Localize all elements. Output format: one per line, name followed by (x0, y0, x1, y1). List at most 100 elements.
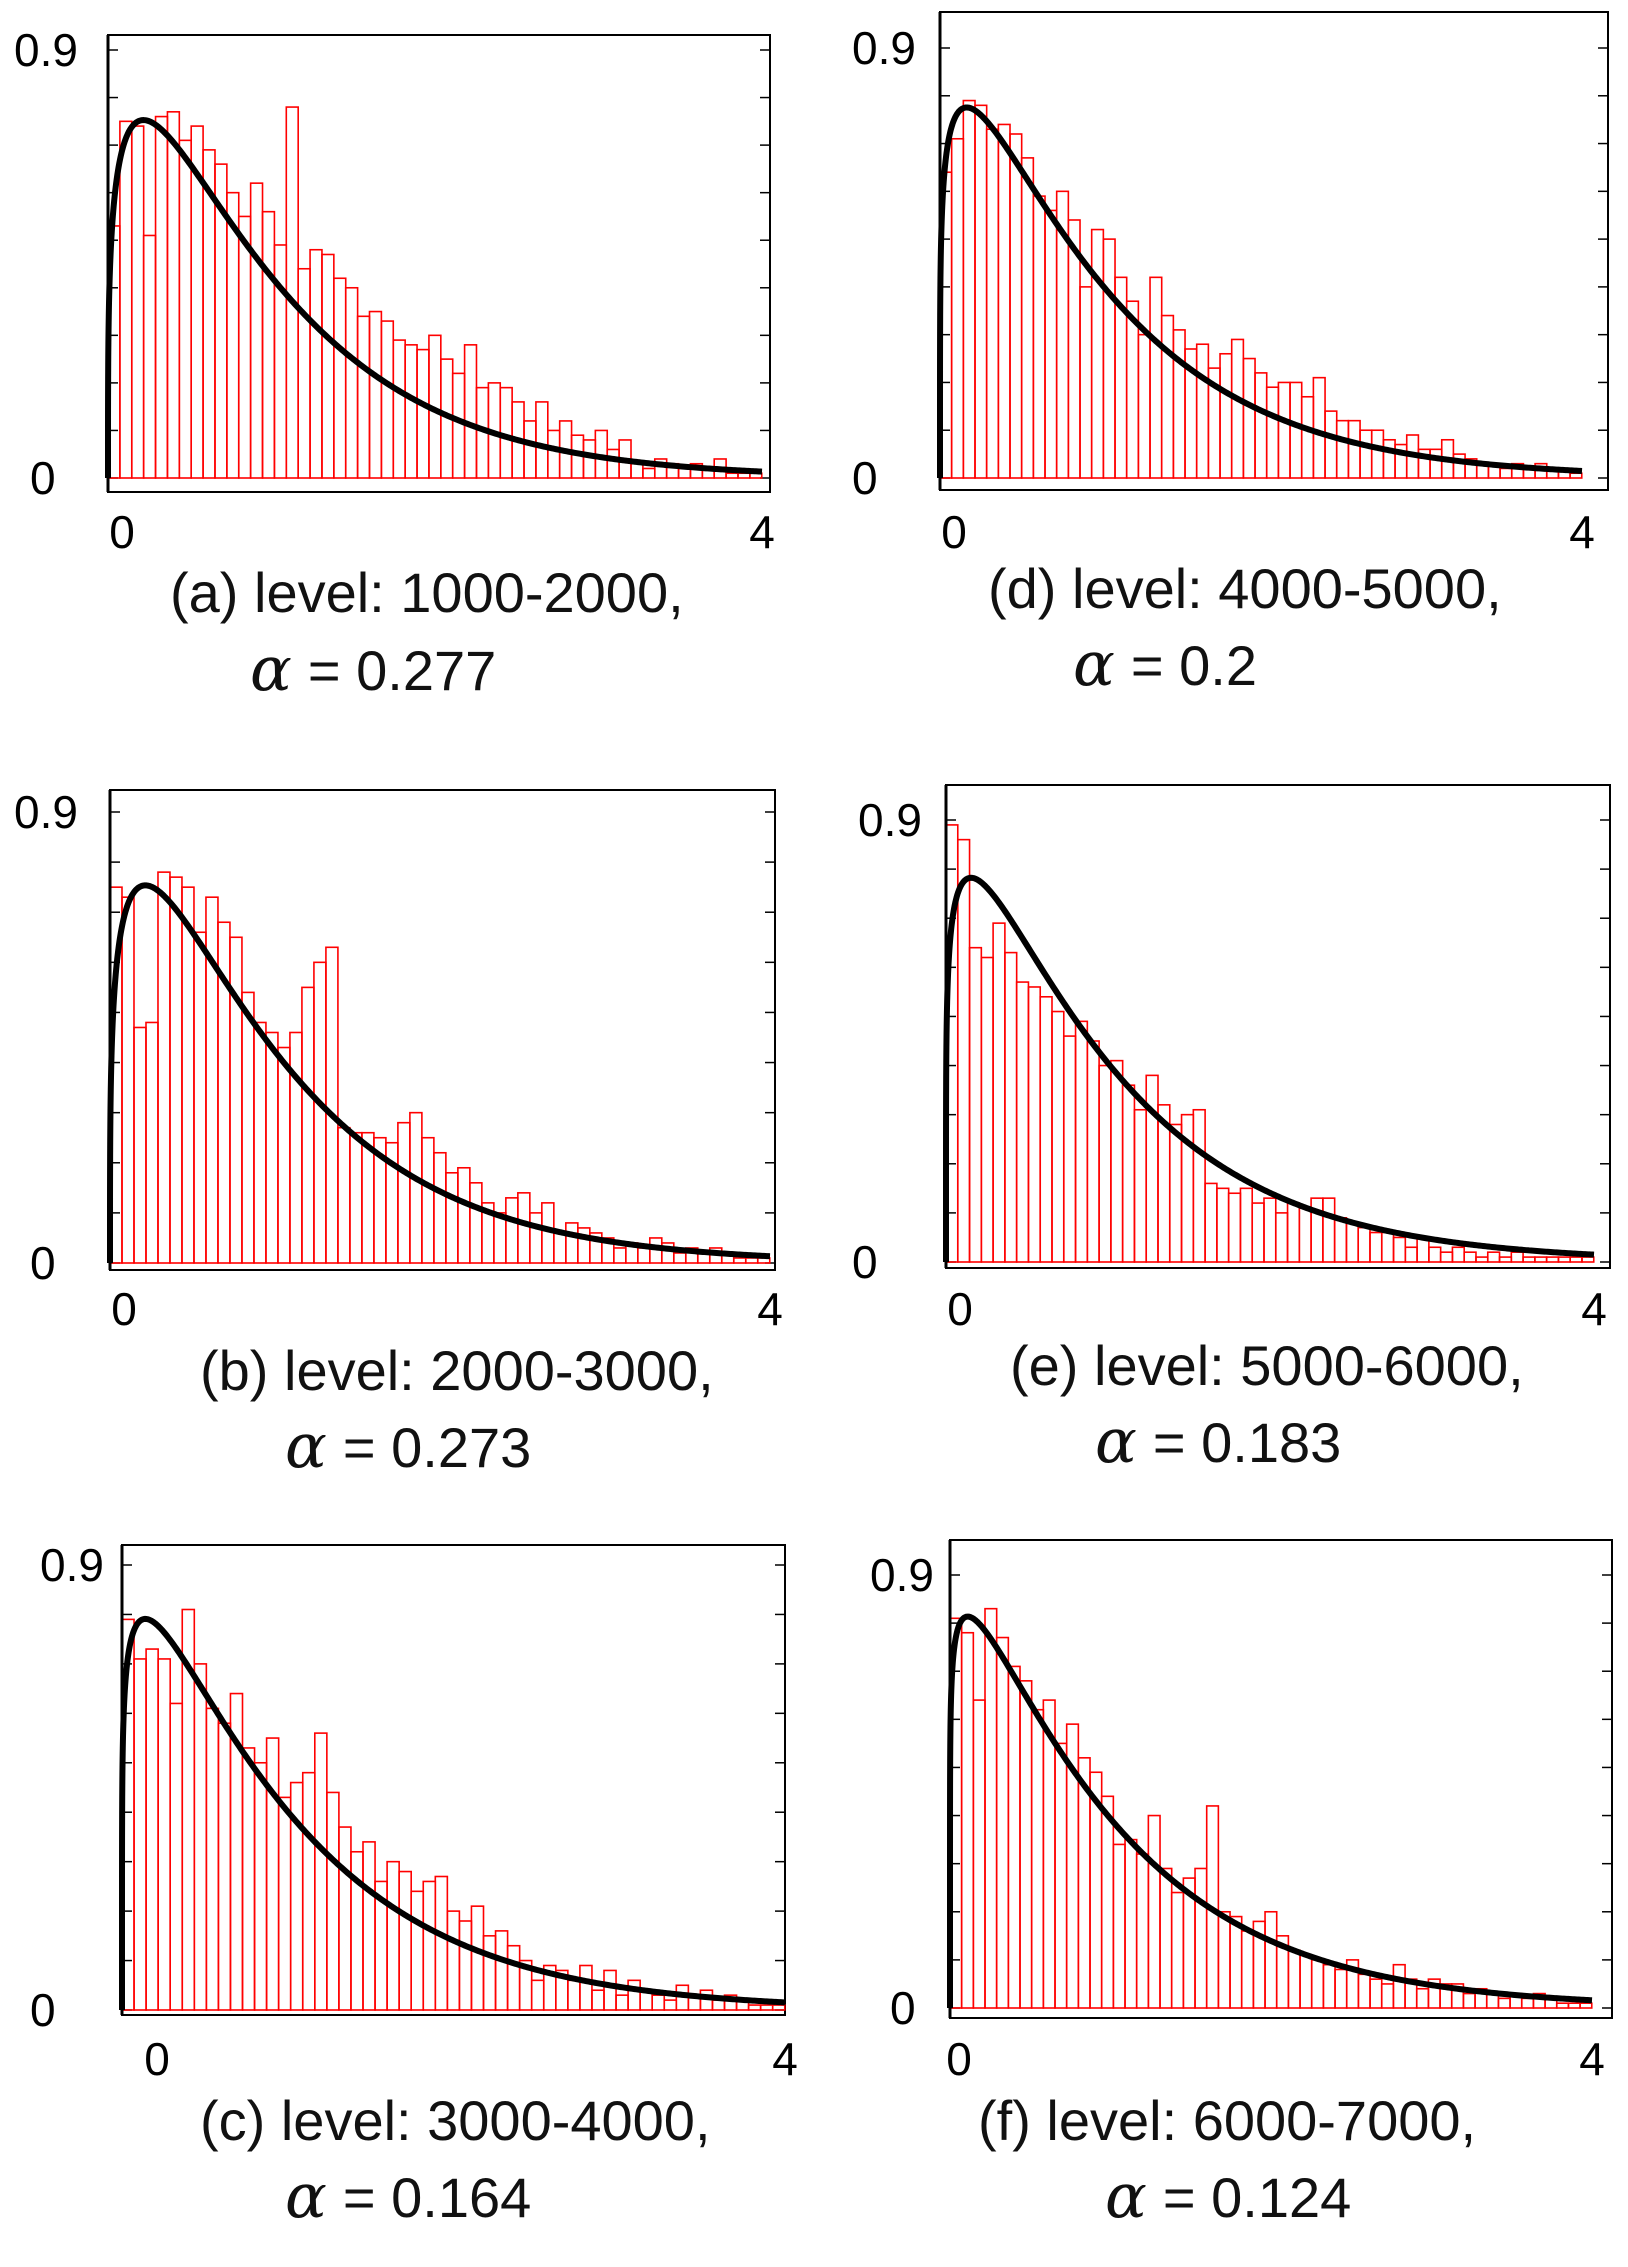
histogram-bar (154, 115, 169, 479)
histogram-bar (321, 253, 335, 479)
histogram-bar (130, 125, 145, 479)
histogram-bar (145, 1648, 159, 2011)
histogram-bar (630, 462, 644, 479)
histogram-bar (1429, 448, 1443, 479)
histogram-bar (1369, 1231, 1383, 1263)
histogram-bar (1007, 1665, 1021, 2009)
histogram-bar (1147, 1814, 1161, 2009)
histogram-bar (1439, 1251, 1454, 1263)
alpha-line: α = 0.183 (1095, 1404, 1341, 1477)
x-tick-label-end: 4 (757, 1283, 783, 1335)
x-tick-label-end: 4 (1581, 1283, 1607, 1335)
histogram-bar (642, 467, 656, 479)
histogram-bar (1090, 228, 1105, 479)
histogram-bar (1240, 1930, 1255, 2009)
histogram-bar (725, 472, 739, 479)
histogram-bar (482, 1935, 497, 2011)
histogram-bar (651, 1994, 666, 2011)
histogram-bar (1009, 133, 1023, 479)
bars (107, 106, 763, 479)
x-tick-label-zero: 0 (946, 2033, 972, 2085)
histogram-bar (289, 1031, 303, 1264)
histogram-bar (962, 99, 976, 479)
histogram-bar (1569, 1256, 1583, 1263)
bars (109, 871, 771, 1264)
histogram-bar (1160, 314, 1175, 479)
histogram-bar (1392, 1236, 1407, 1263)
histogram-bar (241, 991, 255, 1264)
histogram-bar (356, 315, 371, 479)
histogram-bar (615, 1994, 629, 2011)
histogram-bar (1125, 300, 1140, 479)
histogram-bar (771, 2004, 786, 2011)
histogram-bar (398, 1870, 413, 2011)
histogram-bar (1451, 1246, 1466, 1263)
histogram-bar (579, 1964, 593, 2011)
histogram-bar (603, 1969, 617, 2011)
y-tick-label-top: 0.9 (852, 22, 916, 74)
histogram-bar (1015, 981, 1030, 1263)
panel-b: 0.9 0 0 4 (b) level: 2000-3000, α = 0.273 (14, 786, 783, 1482)
histogram-bar (1322, 1197, 1336, 1263)
histogram-bar (410, 1890, 425, 2011)
histogram-bar (362, 1841, 376, 2011)
histogram-bar (469, 1182, 483, 1264)
histogram-bar (737, 472, 751, 479)
histogram-bar (1557, 1256, 1572, 1263)
histogram-bar (529, 1212, 543, 1264)
fit-curve (937, 104, 1584, 478)
histogram-bar (1263, 1197, 1277, 1263)
histogram-bar (1194, 1867, 1208, 2009)
histogram-bar (1298, 1207, 1312, 1263)
histogram-bar (1382, 438, 1396, 479)
histogram-bar (205, 1707, 220, 2011)
histogram-bar (1192, 1108, 1206, 1263)
y-tick-label-top: 0.9 (14, 786, 78, 838)
histogram-bar (1333, 1217, 1348, 1263)
histogram-bar (1062, 1035, 1077, 1263)
histogram-bar (314, 1732, 328, 2011)
histogram-bar (974, 104, 988, 479)
histogram-bar (1229, 1915, 1243, 2009)
histogram-bar (1498, 1256, 1513, 1263)
histogram-bar (261, 210, 276, 479)
histogram-bar (530, 1979, 545, 2011)
histogram-bar (1149, 276, 1163, 479)
histogram-bar (523, 420, 537, 479)
histogram-bar (1135, 1853, 1150, 2009)
y-tick-label-zero: 0 (852, 1236, 878, 1288)
fit-curve (105, 117, 764, 478)
histogram-bar (392, 339, 406, 479)
histogram-bar (157, 871, 171, 1264)
histogram-bar (591, 1989, 605, 2011)
panel-caption: (b) level: 2000-3000, (200, 1339, 714, 1402)
fit-curve (947, 1613, 1594, 2008)
histogram-bar (253, 1761, 268, 2011)
histogram-bar (433, 1151, 447, 1264)
histogram-bar (349, 1131, 363, 1264)
histogram-bar (1054, 1742, 1068, 2009)
histogram-bar (422, 1880, 437, 2011)
histogram-bar (1486, 1251, 1501, 1263)
histogram-bar (1044, 209, 1058, 479)
histogram-bar (1195, 343, 1210, 479)
histogram-bar (1039, 995, 1053, 1263)
histogram-bar (463, 344, 478, 479)
histogram-bar (1567, 2002, 1581, 2009)
panel-f: 0.9 0 0 4 (f) level: 6000-7000, α = 0.124 (870, 1539, 1613, 2232)
alpha-symbol: α (285, 2159, 327, 2232)
histogram-bar (249, 182, 264, 479)
histogram-bar (1137, 333, 1151, 479)
histogram-bar (325, 946, 339, 1264)
histogram-bar (193, 931, 207, 1264)
histogram-bar (1463, 1251, 1477, 1263)
histogram-bar (1277, 381, 1291, 479)
histogram-bar (1392, 1963, 1406, 2009)
histogram-bar (997, 123, 1011, 479)
histogram-bar (380, 320, 395, 479)
histogram-bar (217, 1722, 232, 2011)
histogram-bar (1098, 1064, 1112, 1263)
histogram-bar (950, 137, 965, 479)
histogram-bar (1335, 419, 1350, 479)
alpha-value: = 0.2 (1131, 634, 1257, 697)
